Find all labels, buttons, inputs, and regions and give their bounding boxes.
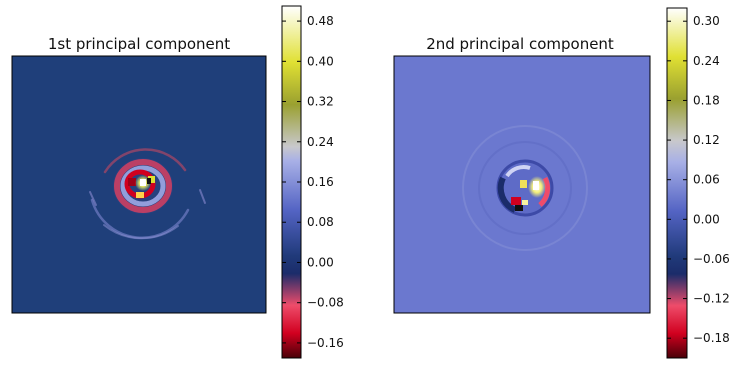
colorbar-tick-label: −0.18 bbox=[693, 331, 730, 345]
colorbar-tick-label: 0.00 bbox=[307, 255, 334, 269]
colorbar-tick-label: 0.24 bbox=[307, 135, 334, 149]
panel2-red-lobe-right bbox=[538, 176, 551, 207]
panel1-outer-arc-top bbox=[103, 148, 187, 174]
panel1-ring-red bbox=[114, 159, 172, 213]
panel2-heatmap bbox=[393, 55, 651, 314]
panel1-outer-arc-lower bbox=[103, 224, 179, 240]
panel2-ripple-outer bbox=[462, 125, 588, 251]
panel1-colorbar: 0.48 0.40 0.32 0.24 0.16 0.08 0.00 −0.08 −0.16 bbox=[281, 5, 344, 359]
colorbar-tick-label: 0.18 bbox=[693, 93, 720, 107]
panel1-core-peak bbox=[140, 179, 146, 186]
panel2-dark-lobe bbox=[497, 176, 517, 213]
colorbar-tick-label: 0.12 bbox=[693, 133, 720, 147]
colorbar-tick-label: 0.32 bbox=[307, 95, 334, 109]
panel2-colorbar: 0.30 0.24 0.18 0.12 0.06 0.00 −0.06 −0.12 −0.18 bbox=[666, 7, 730, 359]
colorbar-tick-label: 0.24 bbox=[693, 54, 720, 68]
colorbar-tick-label: 0.40 bbox=[307, 54, 334, 68]
panel1-title: 1st principal component bbox=[48, 35, 230, 53]
colorbar-tick-label: −0.16 bbox=[307, 336, 344, 350]
colorbar-tick-label: −0.12 bbox=[693, 292, 730, 306]
colorbar-tick-label: 0.00 bbox=[693, 212, 720, 226]
panel2-ripple-mid bbox=[478, 141, 572, 235]
panel1-heatmap bbox=[11, 55, 267, 314]
colorbar-tick-label: 0.08 bbox=[307, 215, 334, 229]
panel1-ring-lightblue bbox=[120, 165, 166, 207]
panel2-title: 2nd principal component bbox=[426, 35, 614, 53]
colorbar-tick-label: 0.16 bbox=[307, 175, 334, 189]
colorbar-tick-label: 0.48 bbox=[307, 14, 334, 28]
panel2-colorbar-gradient bbox=[666, 7, 688, 359]
panel2-red-lobe bbox=[511, 197, 521, 205]
colorbar-tick-label: −0.08 bbox=[307, 296, 344, 310]
colorbar-tick-label: −0.06 bbox=[693, 252, 730, 266]
colorbar-tick-label: 0.06 bbox=[693, 173, 720, 187]
colorbar-tick-label: 0.30 bbox=[693, 14, 720, 28]
